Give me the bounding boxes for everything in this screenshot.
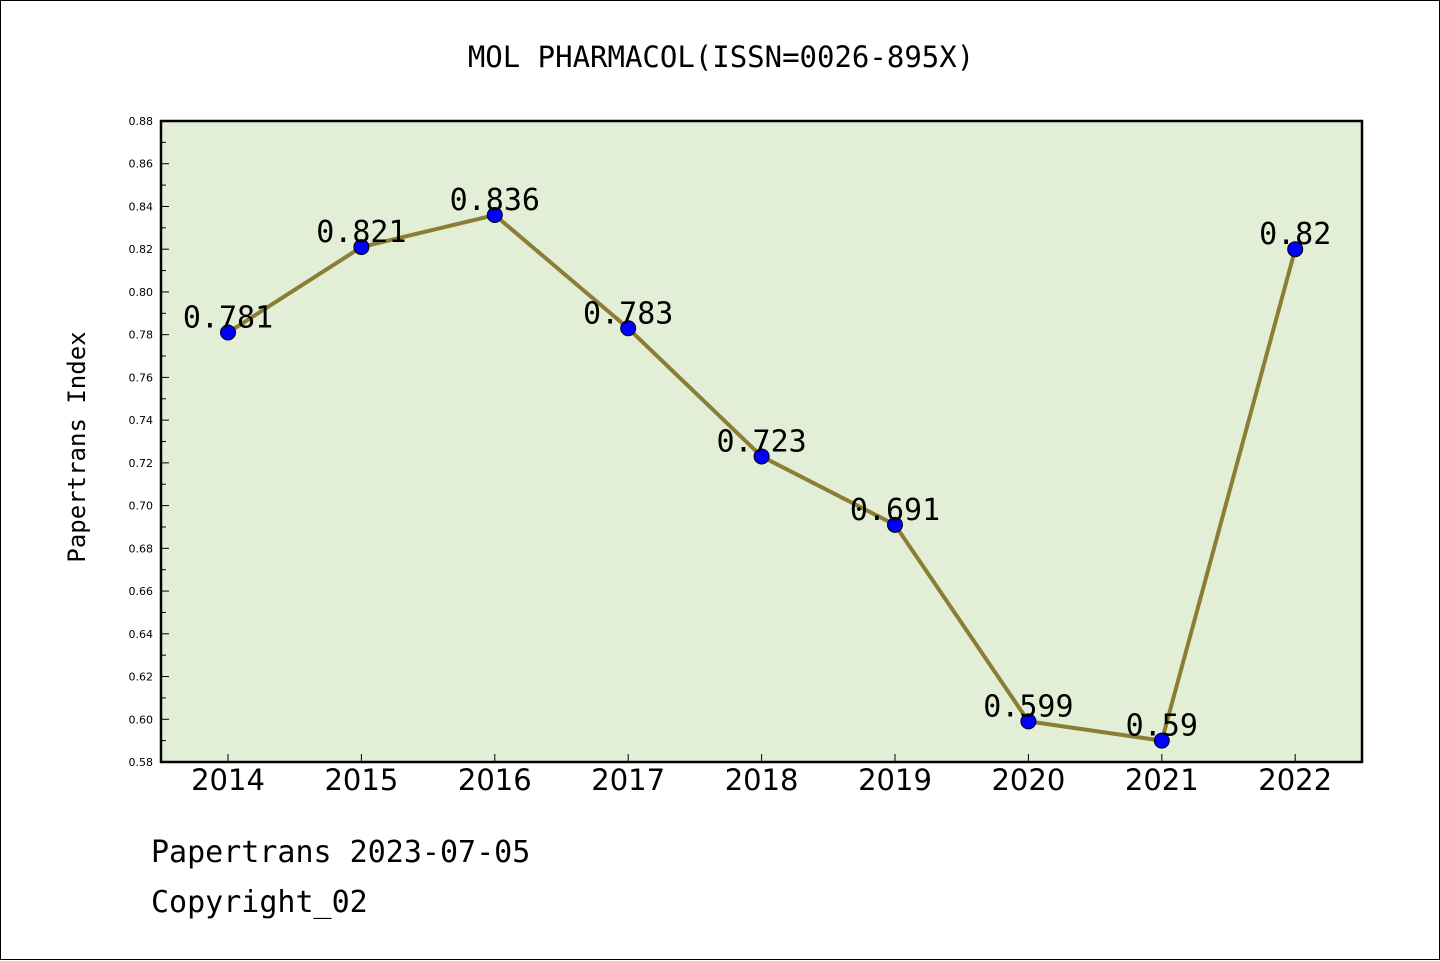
- data-label: 0.783: [583, 296, 673, 331]
- data-label: 0.836: [450, 183, 540, 218]
- footer-copyright: Copyright_02: [151, 885, 368, 920]
- y-tick-label: 0.58: [129, 756, 154, 769]
- data-point: [1153, 732, 1170, 749]
- y-axis-label: Papertrans Index: [63, 331, 91, 562]
- data-label: 0.599: [983, 689, 1073, 724]
- x-tick-label: 2019: [858, 763, 932, 797]
- data-point: [220, 324, 236, 341]
- x-tick-label: 2020: [991, 763, 1065, 797]
- x-tick-label: 2015: [324, 763, 398, 797]
- y-tick-label: 0.74: [129, 414, 154, 427]
- footer-date: Papertrans 2023-07-05: [151, 835, 531, 870]
- x-tick-label: 2022: [1258, 763, 1332, 797]
- y-tick-label: 0.82: [129, 243, 154, 256]
- x-tick-label: 2016: [458, 763, 532, 797]
- data-point: [353, 239, 370, 256]
- y-tick-label: 0.88: [129, 115, 154, 128]
- data-label: 0.723: [716, 424, 806, 459]
- data-point: [620, 320, 637, 337]
- y-tick-label: 0.62: [129, 671, 154, 684]
- x-tick-label: 2017: [591, 763, 665, 797]
- y-tick-label: 0.66: [129, 585, 154, 598]
- x-tick-label: 2021: [1125, 763, 1199, 797]
- data-label: 0.781: [183, 301, 273, 336]
- y-tick-label: 0.68: [129, 542, 154, 555]
- series: 0.781 0.821 0.836 0.783 0.723 0.691 0.599 0.59 0…: [183, 183, 1331, 749]
- data-label: 0.82: [1259, 217, 1331, 252]
- x-tick-label: 2014: [191, 763, 265, 797]
- plot-area: [159, 119, 1364, 764]
- data-label: 0.821: [316, 215, 406, 250]
- chart-title: MOL PHARMACOL(ISSN=0026-895X): [468, 40, 974, 74]
- y-tick-label: 0.78: [129, 329, 154, 342]
- data-point: [486, 207, 503, 224]
- data-point: [1020, 713, 1037, 730]
- data-label: 0.691: [850, 493, 940, 528]
- y-tick-label: 0.86: [129, 158, 154, 171]
- y-tick-label: 0.84: [129, 200, 154, 213]
- y-tick-label: 0.70: [129, 500, 154, 513]
- data-point: [753, 448, 770, 465]
- y-tick-label: 0.76: [129, 371, 154, 384]
- y-axis: 0.58 0.60 0.62 0.64 0.66 0.68 0.70 0.72 0.74 0.76…: [129, 115, 169, 769]
- data-point: [1287, 241, 1304, 258]
- data-label: 0.59: [1126, 709, 1198, 744]
- y-tick-label: 0.80: [129, 286, 154, 299]
- data-point: [887, 516, 903, 533]
- x-axis: 2014 2015 2016 2017 2018 2019 2020 2021 2022: [191, 754, 1332, 797]
- y-tick-label: 0.64: [129, 628, 154, 641]
- x-tick-label: 2018: [725, 763, 799, 797]
- y-tick-label: 0.72: [129, 457, 154, 470]
- y-tick-label: 0.60: [129, 713, 154, 726]
